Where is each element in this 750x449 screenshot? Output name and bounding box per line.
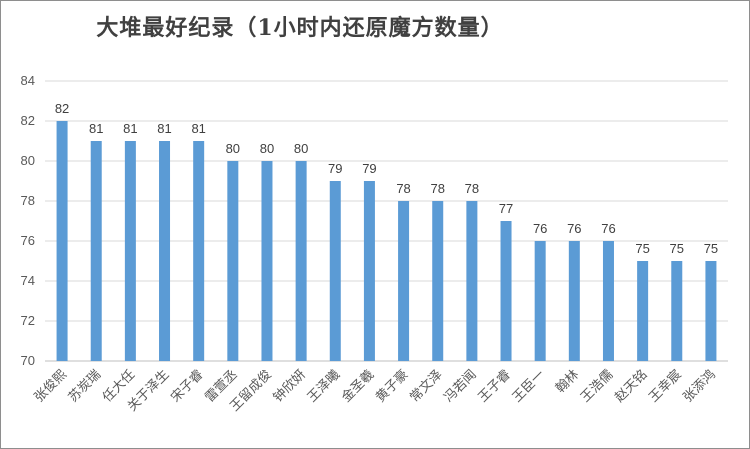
y-tick-label: 74 (21, 273, 35, 288)
bar (705, 261, 717, 361)
bar (466, 201, 478, 361)
bar (329, 181, 341, 361)
x-tick-label: 金圣羲 (338, 367, 377, 406)
bar (671, 261, 683, 361)
x-tick-label: 翰林 (553, 367, 582, 396)
bar (363, 181, 375, 361)
x-tick-label: 宋子睿 (168, 367, 206, 405)
data-label: 79 (328, 161, 342, 176)
y-tick-label: 72 (21, 313, 35, 328)
bar (637, 261, 649, 361)
data-label: 78 (465, 181, 479, 196)
data-label: 81 (89, 121, 103, 136)
data-label: 78 (396, 181, 410, 196)
y-tick-label: 82 (21, 113, 35, 128)
bar (124, 141, 136, 361)
x-tick-label: 张俊熙 (32, 367, 70, 405)
data-label: 79 (362, 161, 376, 176)
data-label: 80 (226, 141, 240, 156)
data-label: 76 (567, 221, 581, 236)
x-tick-label: 王臣一 (510, 367, 548, 405)
bar (193, 141, 205, 361)
bar (432, 201, 444, 361)
bar (398, 201, 410, 361)
x-tick-label: 王浩儒 (578, 367, 616, 405)
bar (90, 141, 102, 361)
data-label: 75 (670, 241, 684, 256)
x-tick-label: 王泽曦 (304, 367, 343, 406)
y-tick-label: 70 (21, 353, 35, 368)
bar (568, 241, 580, 361)
data-label: 77 (499, 201, 513, 216)
bar (602, 241, 614, 361)
x-tick-label: 王幸宸 (646, 367, 685, 406)
y-tick-label: 78 (21, 193, 35, 208)
x-tick-label: 常文泽 (407, 367, 445, 405)
bar (534, 241, 546, 361)
data-label: 78 (430, 181, 444, 196)
data-label: 76 (601, 221, 615, 236)
bar (227, 161, 239, 361)
x-tick-label: 张添鸿 (680, 367, 719, 406)
data-label: 81 (123, 121, 137, 136)
y-tick-label: 76 (21, 233, 35, 248)
bar (261, 161, 273, 361)
data-label: 75 (635, 241, 649, 256)
y-tick-label: 84 (21, 73, 35, 88)
bar (159, 141, 171, 361)
data-label: 82 (55, 101, 69, 116)
data-label: 76 (533, 221, 547, 236)
bar (295, 161, 307, 361)
x-tick-label: 钟欣妍 (270, 367, 309, 406)
x-tick-label: 苏炭瑞 (65, 367, 104, 406)
data-label: 80 (294, 141, 308, 156)
data-label: 75 (704, 241, 718, 256)
data-label: 80 (260, 141, 274, 156)
x-tick-label: 王子睿 (476, 367, 514, 405)
x-tick-label: 黄子豪 (373, 367, 412, 406)
y-tick-label: 80 (21, 153, 35, 168)
data-label: 81 (157, 121, 171, 136)
data-label: 81 (191, 121, 205, 136)
x-tick-label: 赵天铭 (612, 367, 650, 405)
x-tick-label: 冯若闻 (441, 367, 480, 406)
chart-title: 大堆最好纪录（1小时内还原魔方数量） (96, 15, 504, 41)
bar (56, 121, 68, 361)
bar (500, 221, 512, 361)
